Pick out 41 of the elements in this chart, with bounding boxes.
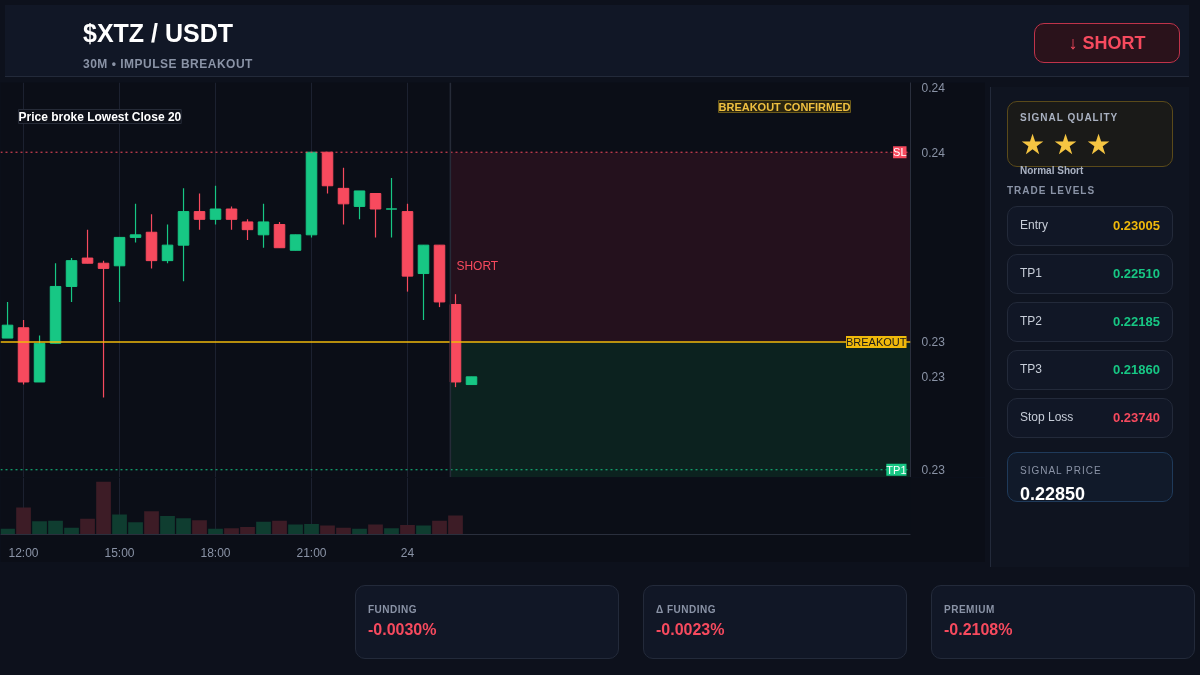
- text: Stop Loss: [1020, 409, 1074, 427]
- text: 0.22850: [1020, 484, 1087, 505]
- text: 0.23005: [1113, 216, 1160, 235]
- annotation: SHORT: [456, 258, 499, 273]
- x-tick-label: 12:00: [8, 545, 39, 560]
- text: ★ ★ ★: [1020, 128, 1112, 162]
- text: Entry: [1020, 217, 1049, 235]
- text: TP2: [1020, 313, 1043, 331]
- annotation: Price broke Lowest Close 20: [18, 109, 182, 124]
- chart-subtitle: 30M • IMPULSE BREAKOUT: [83, 57, 253, 71]
- ref-line-label: BREAKOUT: [845, 335, 907, 348]
- text: Δ FUNDING: [656, 604, 718, 615]
- x-tick-label: 15:00: [104, 545, 135, 560]
- text: 0.22510: [1113, 264, 1160, 283]
- chart-title: $XTZ / USDT: [83, 19, 234, 48]
- text: 0.21860: [1113, 360, 1160, 379]
- text: PREMIUM: [944, 604, 996, 615]
- y-tick-label: 0.23: [921, 335, 946, 350]
- x-tick-label: 24: [400, 545, 415, 560]
- annotation: BREAKOUT CONFIRMED: [718, 100, 851, 113]
- y-tick-label: 0.23: [921, 463, 946, 478]
- y-tick-label: 0.24: [921, 145, 946, 160]
- text: TP3: [1020, 361, 1043, 379]
- text: -0.0030%: [368, 621, 438, 639]
- text: -0.0023%: [656, 621, 726, 639]
- text: SIGNAL QUALITY: [1020, 112, 1120, 123]
- y-tick-label: 0.23: [921, 370, 946, 385]
- text: 0.22185: [1113, 312, 1160, 331]
- text: TRADE LEVELS: [1007, 185, 1097, 196]
- text: FUNDING: [368, 604, 419, 615]
- text: -0.2108%: [944, 621, 1014, 639]
- ref-line-label: TP1: [886, 463, 907, 476]
- y-tick-label: 0.24: [921, 80, 946, 95]
- ref-line-label: SL: [893, 146, 907, 159]
- x-tick-label: 21:00: [296, 545, 327, 560]
- text: TP1: [1020, 265, 1043, 283]
- text: 0.23740: [1113, 408, 1160, 427]
- text: SIGNAL PRICE: [1020, 465, 1103, 476]
- x-tick-label: 18:00: [200, 545, 231, 560]
- text: ↓ SHORT: [1034, 23, 1180, 63]
- text: Normal Short: [1020, 165, 1085, 176]
